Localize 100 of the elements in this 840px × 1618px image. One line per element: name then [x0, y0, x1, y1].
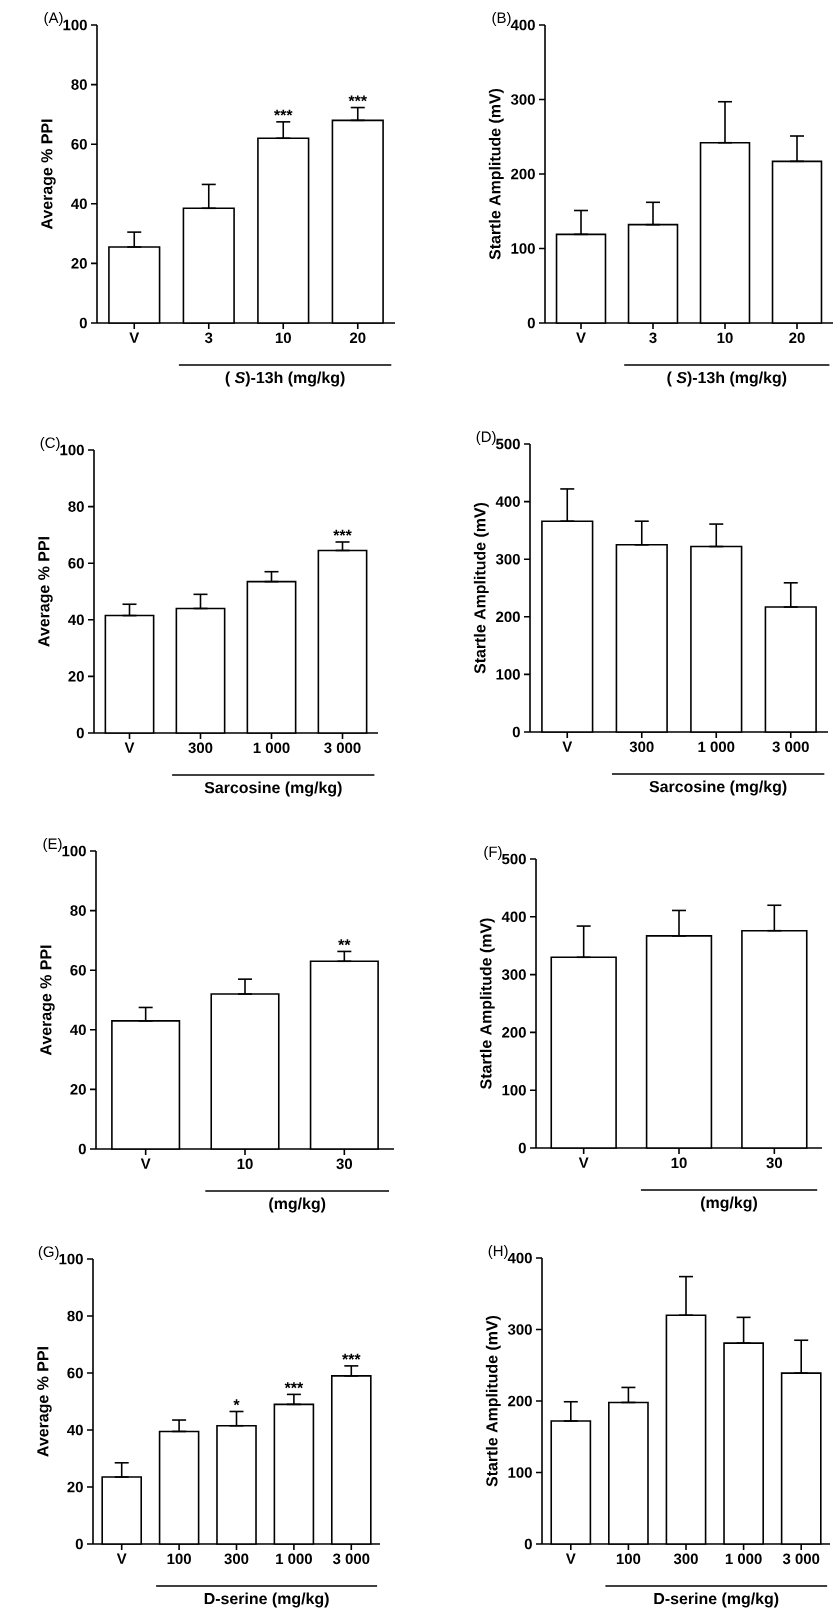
y-tick-label: 100 [511, 243, 535, 254]
y-axis-title: Average % PPI [38, 537, 53, 647]
x-tick-label: 300 [224, 1553, 249, 1565]
x-tick-label: 20 [789, 332, 805, 344]
y-tick-label: 400 [510, 19, 535, 31]
x-tick-label: 3 000 [332, 1553, 370, 1565]
y-tick-label: 0 [524, 1538, 532, 1550]
x-tick-label: 300 [188, 742, 213, 754]
annotation: * [233, 1399, 240, 1406]
y-tick-label: 0 [76, 727, 84, 739]
x-tick-label: V [576, 332, 586, 343]
chart-title: (H) [488, 1245, 508, 1260]
y-tick-label: 60 [67, 1367, 83, 1379]
x-tick-label: 3 000 [772, 741, 809, 753]
y-tick-label: 200 [496, 611, 520, 623]
y-tick-label: 200 [508, 1395, 532, 1407]
y-axis-title: Startle Amplitude (mV) [488, 88, 504, 260]
x-tick-label: 10 [237, 1158, 253, 1170]
y-tick-label: 80 [70, 905, 86, 916]
x-tick-label: 10 [275, 332, 291, 344]
y-tick-label: 300 [507, 1324, 532, 1335]
y-tick-label: 500 [496, 438, 520, 450]
y-tick-label: 40 [67, 1424, 83, 1436]
x-tick-label: 20 [349, 332, 366, 344]
x-tick-label: 300 [673, 1553, 698, 1565]
x-tick-label: 3 000 [782, 1553, 820, 1565]
y-tick-label: 60 [71, 138, 87, 150]
x-tick-label: V [565, 1553, 576, 1564]
y-tick-label: 0 [75, 1538, 83, 1550]
x-axis-title: Sarcosine (mg/kg) [204, 781, 342, 797]
y-axis-title: Average % PPI [41, 119, 56, 230]
x-tick-label: V [124, 742, 135, 753]
x-tick-label: 10 [717, 332, 733, 344]
y-tick-label: 100 [60, 444, 84, 456]
y-axis-title: Startle Amplitude (mV) [479, 918, 495, 1089]
y-tick-label: 80 [68, 501, 84, 512]
x-axis-title: (mg/kg) [701, 1196, 757, 1212]
y-tick-label: 400 [501, 911, 526, 923]
annotation: *** [333, 529, 352, 536]
chart-title: (E) [43, 838, 62, 852]
x-axis-title: D-serine (mg/kg) [204, 1592, 329, 1608]
y-tick-label: 40 [70, 1024, 86, 1036]
y-tick-label: 20 [71, 258, 87, 269]
x-axis-title: ( S)-13h (mg/kg) [667, 371, 787, 387]
y-tick-label: 0 [512, 726, 520, 738]
x-tick-label: 30 [336, 1158, 353, 1170]
x-axis-title: (mg/kg) [269, 1197, 326, 1213]
y-tick-label: 100 [62, 845, 86, 857]
annotation: *** [284, 1382, 304, 1389]
annotation: *** [342, 1353, 361, 1360]
chart-title: (G) [38, 1246, 59, 1260]
x-axis-title: D-serine (mg/kg) [654, 1592, 779, 1608]
y-axis-title: Average % PPI [37, 1347, 52, 1457]
x-tick-label: V [562, 741, 573, 752]
x-tick-label: V [578, 1157, 589, 1168]
x-tick-label: V [116, 1553, 127, 1564]
chart-title: (D) [476, 431, 496, 445]
x-axis-title: ( S)-13h (mg/kg) [225, 371, 345, 387]
y-tick-label: 100 [63, 19, 87, 31]
chart-title: (B) [492, 12, 511, 26]
x-tick-label: 100 [616, 1553, 641, 1565]
y-tick-label: 500 [502, 853, 526, 865]
y-tick-label: 20 [67, 1481, 83, 1493]
y-tick-label: 200 [511, 168, 535, 180]
annotation: *** [273, 109, 293, 116]
x-tick-label: 3 [204, 332, 213, 344]
y-tick-label: 100 [508, 1467, 532, 1478]
y-tick-label: 400 [507, 1252, 532, 1264]
y-tick-label: 200 [502, 1027, 526, 1038]
y-axis-title: Average % PPI [40, 945, 55, 1056]
y-axis-title: Startle Amplitude (mV) [473, 502, 489, 674]
y-tick-label: 0 [78, 1143, 86, 1155]
x-tick-label: 300 [629, 741, 654, 753]
y-tick-label: 300 [495, 553, 520, 565]
y-tick-label: 20 [70, 1084, 86, 1095]
x-tick-label: 100 [167, 1553, 191, 1565]
y-tick-label: 20 [68, 671, 84, 682]
y-tick-label: 40 [71, 198, 87, 210]
x-tick-label: 10 [671, 1157, 687, 1169]
x-tick-label: 30 [766, 1157, 783, 1169]
x-tick-label: 1 000 [253, 742, 290, 754]
y-tick-label: 80 [67, 1310, 83, 1322]
x-tick-label: 1 000 [698, 741, 735, 753]
x-tick-label: V [140, 1158, 151, 1169]
chart-title: (F) [484, 846, 502, 860]
y-tick-label: 400 [495, 496, 520, 507]
y-tick-label: 0 [518, 1142, 526, 1154]
y-tick-label: 300 [501, 969, 526, 980]
chart-title: (C) [40, 437, 60, 451]
annotation: ** [338, 939, 351, 946]
y-tick-label: 40 [68, 614, 84, 626]
chart-title: (A) [44, 12, 63, 26]
y-tick-label: 300 [510, 94, 535, 105]
y-tick-label: 100 [502, 1084, 526, 1096]
x-tick-label: 1 000 [725, 1553, 762, 1565]
x-tick-label: 3 000 [324, 742, 361, 754]
x-tick-label: V [129, 332, 140, 343]
y-tick-label: 100 [496, 669, 520, 680]
x-tick-label: 1 000 [276, 1553, 312, 1565]
annotation: *** [348, 95, 368, 102]
